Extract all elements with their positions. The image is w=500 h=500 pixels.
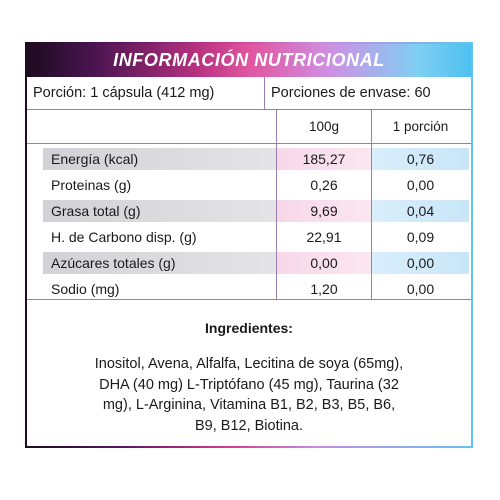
table-row: Grasa total (g) 9,69 0,04 bbox=[27, 198, 471, 224]
table-bottom-border bbox=[27, 299, 471, 300]
row-value-portion: 0,04 bbox=[406, 203, 435, 219]
row-label-protein: Proteinas (g) bbox=[51, 177, 132, 193]
table-row: Proteinas (g) 0,26 0,00 bbox=[27, 172, 471, 198]
nutrition-label-body: INFORMACIÓN NUTRICIONAL Porción: 1 cápsu… bbox=[27, 44, 471, 446]
table-row: H. de Carbono disp. (g) 22,91 0,09 bbox=[27, 224, 471, 250]
ingredients-line: mg), L-Arginina, Vitamina B1, B2, B3, B5… bbox=[102, 397, 396, 413]
ingredients-line: DHA (40 mg) L-Triptófano (45 mg), Taurin… bbox=[99, 376, 399, 393]
column-header-100g: 100g bbox=[308, 119, 340, 134]
portion-size: Porción: 1 cápsula (412 mg) bbox=[33, 85, 215, 101]
serving-info-row: Porción: 1 cápsula (412 mg) Porciones de… bbox=[27, 77, 471, 110]
row-value-portion: 0,00 bbox=[406, 255, 435, 271]
column-header-portion: 1 porción bbox=[392, 119, 449, 134]
servings-per-container: Porciones de envase: 60 bbox=[271, 85, 431, 101]
row-label-sugars: Azúcares totales (g) bbox=[51, 255, 176, 271]
title: INFORMACIÓN NUTRICIONAL bbox=[113, 50, 385, 70]
row-value-portion: 0,00 bbox=[406, 177, 435, 193]
row-value-100g: 0,00 bbox=[310, 255, 338, 271]
row-label-carbohydrates: H. de Carbono disp. (g) bbox=[51, 229, 197, 245]
table-row: Azúcares totales (g) 0,00 0,00 bbox=[27, 250, 471, 276]
ingredients-line: Inositol, Avena, Alfalfa, Lecitina de so… bbox=[94, 356, 404, 372]
nutrition-label: INFORMACIÓN NUTRICIONAL Porción: 1 cápsu… bbox=[25, 42, 473, 448]
nutrition-table: 100g 1 porción Energía (kcal) 185,27 0,7… bbox=[27, 110, 471, 300]
column-divider bbox=[371, 110, 372, 300]
row-value-portion: 0,76 bbox=[406, 151, 435, 167]
table-row: Sodio (mg) 1,20 0,00 bbox=[27, 276, 471, 302]
row-value-100g: 0,26 bbox=[310, 177, 338, 193]
header-divider bbox=[27, 143, 471, 144]
column-divider bbox=[276, 110, 277, 300]
row-value-100g: 185,27 bbox=[302, 151, 346, 167]
row-label-energy: Energía (kcal) bbox=[51, 151, 139, 167]
divider bbox=[264, 77, 265, 109]
row-value-100g: 1,20 bbox=[310, 281, 338, 297]
row-value-portion: 0,09 bbox=[406, 229, 435, 245]
row-value-100g: 22,91 bbox=[306, 229, 342, 245]
row-value-100g: 9,69 bbox=[310, 203, 338, 219]
ingredients-list: Inositol, Avena, Alfalfa, Lecitina de so… bbox=[57, 354, 441, 436]
ingredients-line: B9, B12, Biotina. bbox=[194, 417, 303, 434]
table-row: Energía (kcal) 185,27 0,76 bbox=[27, 146, 471, 172]
row-label-total-fat: Grasa total (g) bbox=[51, 203, 141, 219]
title-banner: INFORMACIÓN NUTRICIONAL bbox=[27, 44, 471, 77]
ingredients-heading: Ingredientes: bbox=[205, 320, 293, 336]
row-label-sodium: Sodio (mg) bbox=[51, 281, 120, 297]
row-value-portion: 0,00 bbox=[406, 281, 435, 297]
